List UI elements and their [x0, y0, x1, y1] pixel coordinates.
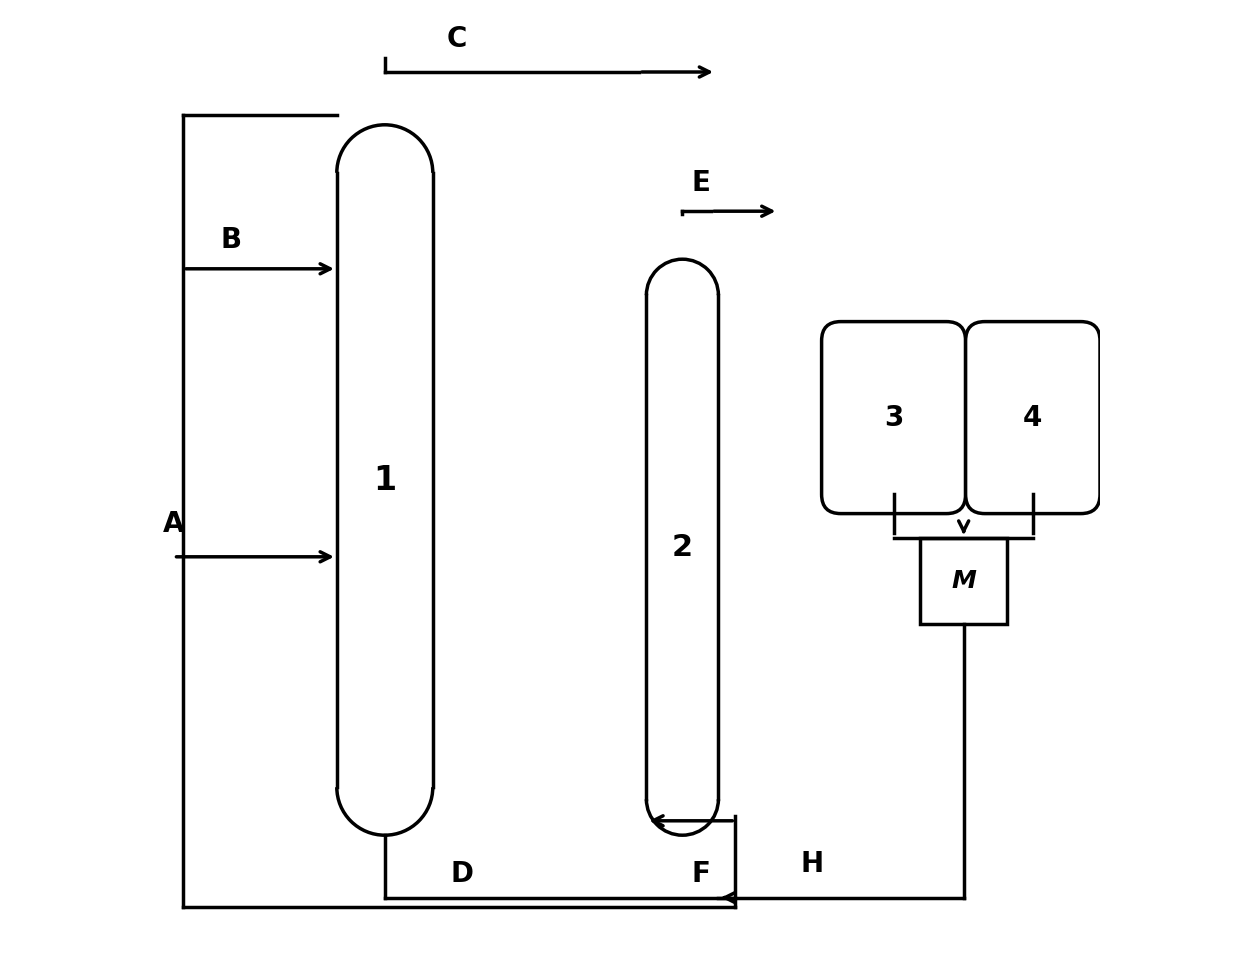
- FancyBboxPatch shape: [966, 322, 1100, 514]
- Text: A: A: [162, 510, 185, 538]
- Text: H: H: [801, 851, 823, 878]
- Text: B: B: [221, 227, 242, 254]
- Text: D: D: [450, 859, 474, 888]
- Text: 3: 3: [884, 403, 903, 432]
- Text: C: C: [446, 25, 467, 53]
- Text: 4: 4: [1023, 403, 1043, 432]
- Bar: [920, 538, 1007, 624]
- Text: 1: 1: [373, 464, 397, 496]
- Text: E: E: [692, 169, 711, 197]
- Text: 2: 2: [672, 533, 693, 562]
- Text: M: M: [951, 568, 976, 592]
- Text: F: F: [692, 859, 711, 888]
- FancyBboxPatch shape: [822, 322, 966, 514]
